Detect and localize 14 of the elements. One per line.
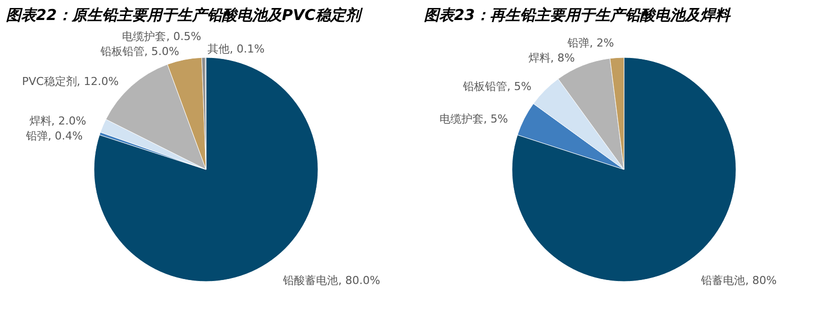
slice-label: 焊料, 8% [528,51,575,64]
slice-label: PVC稳定剂, 12.0% [22,75,119,88]
slice-label: 焊料, 2.0% [29,114,86,128]
slice-label: 铅弹, 2% [566,36,614,50]
slice-label: 铅弹, 0.4% [24,129,83,142]
slice-label: 电缆护套, 5% [440,112,508,126]
slice-label: 铅板铅管, 5% [462,80,532,93]
slice-label: 铅蓄电池, 80% [700,274,777,288]
slice-label: 铅板铅管, 5.0% [99,44,180,58]
slice-label: 电缆护套, 0.5% [122,30,202,43]
chart-title: 图表22：原生铅主要用于生产铅酸电池及PVC稳定剂 [6,6,364,24]
slice-label: 其他, 0.1% [208,42,265,56]
chart-title: 图表23：再生铅主要用于生产铅酸电池及焊料 [424,6,731,24]
slice-label: 铅酸蓄电池, 80.0% [282,274,380,288]
